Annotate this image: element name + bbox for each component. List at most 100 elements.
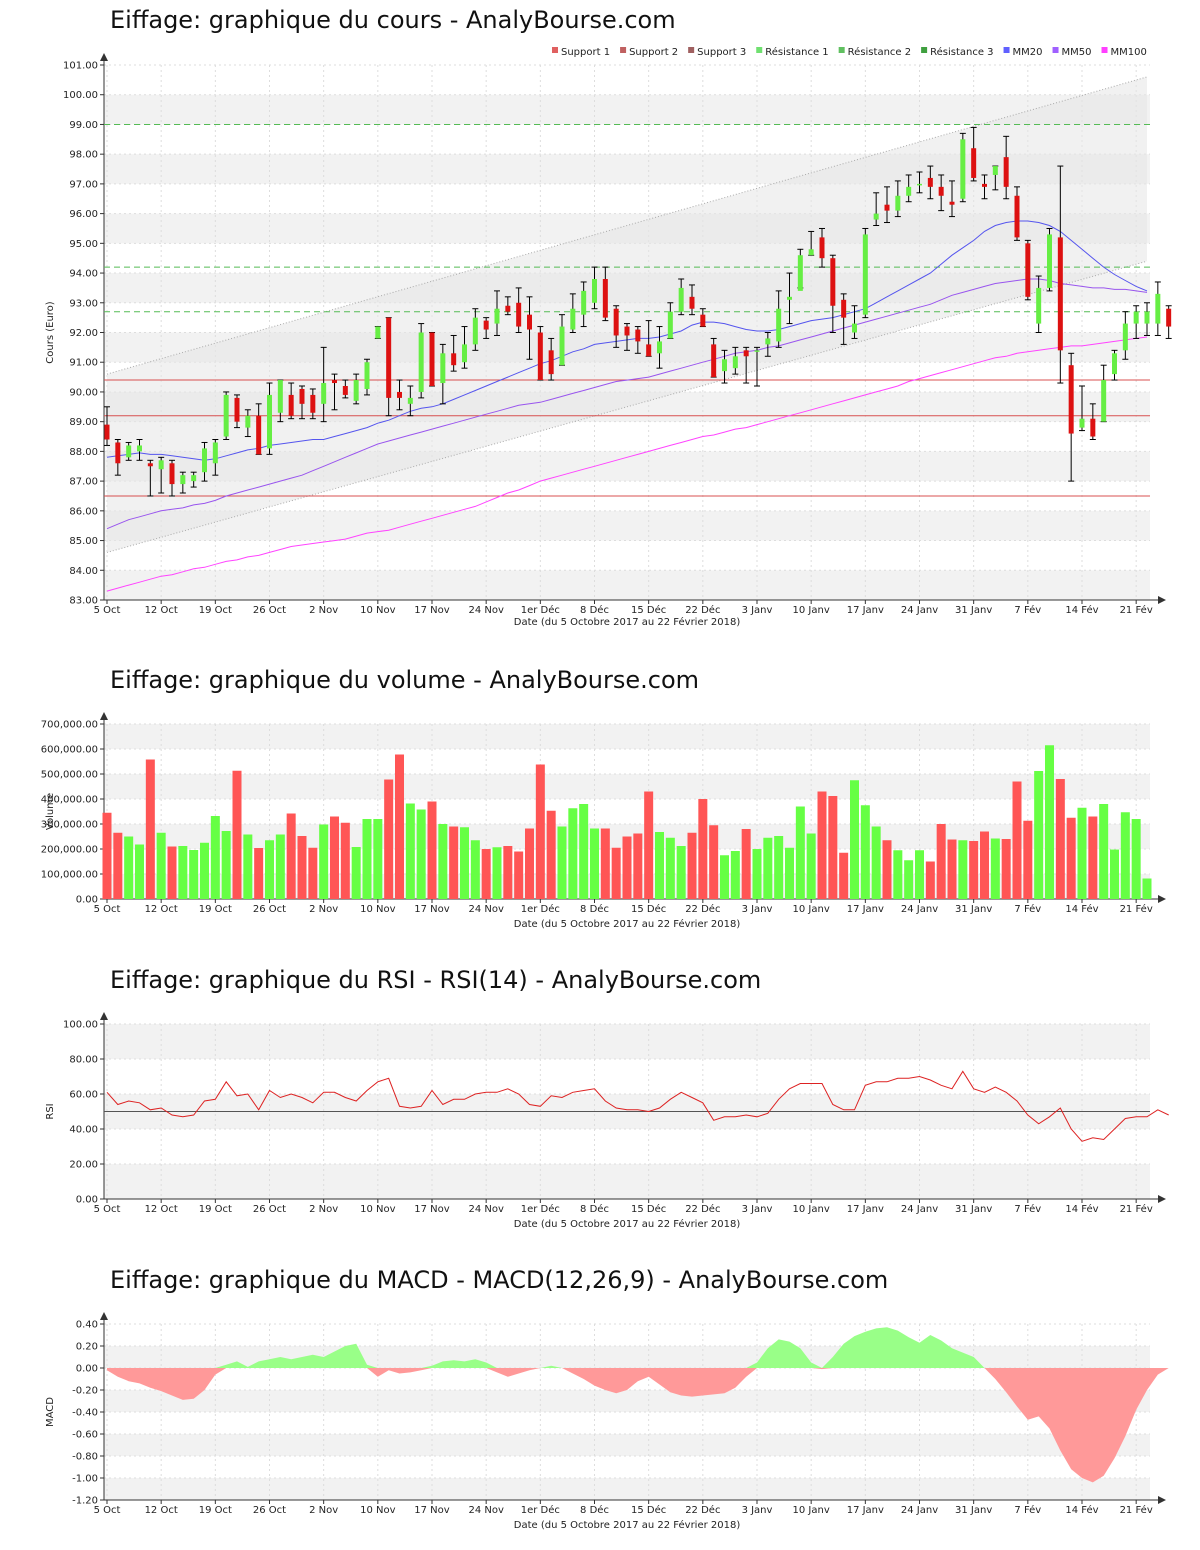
rsi-panel: Eiffage: graphique du RSI - RSI(14) - An… [0,960,1200,1240]
candle [569,293,576,333]
volume-bar [828,796,838,899]
volume-bar [514,851,524,899]
candle [136,439,143,461]
x-tick-label: 10 Nov [360,904,396,915]
y-tick-label: 89.00 [69,417,98,428]
candle-body [982,183,987,187]
candle-body [505,305,511,312]
x-tick-label: 19 Oct [199,605,232,616]
volume-bar [286,813,296,899]
volume-chart-title: Eiffage: graphique du volume - AnalyBour… [110,666,700,694]
candle [418,323,425,399]
candle [656,326,663,369]
volume-bar [904,860,914,899]
candle [764,332,771,357]
volume-bar [200,842,209,899]
candle [1057,165,1064,384]
candle-body [808,249,814,256]
volume-bar [384,779,394,899]
x-tick-label: 2 Nov [309,1505,338,1516]
candle [353,373,360,405]
candle-body [1057,237,1063,351]
volume-bar [330,816,339,899]
x-tick-label: 17 Nov [414,605,450,616]
volume-bar [665,837,675,899]
candle [1122,311,1129,360]
candle-body [1014,195,1020,238]
candle-body [147,463,153,467]
volume-bar [373,819,383,899]
x-tick-label: 14 Fév [1065,604,1098,616]
candle-body [559,326,565,366]
x-tick-label: 17 Nov [414,904,450,915]
volume-bar [1131,819,1141,899]
volume-bar [178,846,188,899]
candle [873,192,880,226]
x-tick-label: 5 Oct [94,904,121,915]
volume-bar [936,824,946,899]
candle [125,441,132,461]
candle-body [1166,308,1172,327]
rsi-line [106,1070,1169,1142]
volume-bar [405,803,415,899]
candle-body [180,475,186,485]
y-tick-label: 600,000.00 [41,745,98,756]
candle [1100,364,1107,423]
legend-item: Support 2 [620,47,678,58]
candle-body [332,380,337,384]
candle [775,290,782,348]
y-tick-label: 84.00 [69,566,98,577]
volume-bar [785,847,794,899]
volume-bar [698,799,708,899]
price-panel: Eiffage: graphique du cours - AnalyBours… [0,0,1200,640]
candle [515,287,522,333]
volume-bar [1055,779,1065,899]
x-tick-label: 10 Janv [793,605,830,616]
x-tick-label: 7 Fév [1014,1203,1041,1215]
volume-bar [947,839,957,899]
legend-label: MM50 [1062,47,1092,58]
macd-chart-title: Eiffage: graphique du MACD - MACD(12,26,… [110,1266,889,1294]
x-tick-label: 1er Déc [521,1504,560,1516]
candle [309,388,316,420]
candle-body [743,350,749,357]
candle [819,227,825,268]
candle [104,406,110,446]
legend-label: Support 3 [697,47,746,58]
y-tick-label: -0.20 [72,1386,98,1397]
candle-body [570,308,576,330]
candle [1068,352,1075,482]
x-tick-label: 24 Nov [468,1505,504,1516]
volume-bar [622,836,632,899]
y-tick-label: 87.00 [69,477,98,488]
candle [1154,281,1161,336]
candle-body [938,186,944,196]
candle [613,305,620,348]
legend-swatch [1101,47,1108,53]
x-tick-label: 22 Déc [685,903,720,915]
y-tick-label: 93.00 [69,298,98,309]
candle-body [407,397,413,404]
candle [710,337,717,378]
x-tick-label: 26 Oct [253,605,286,616]
volume-bar [156,832,166,899]
volume-bar [1088,816,1098,899]
candle-body [700,314,706,327]
x-axis-arrow [1158,596,1166,604]
legend-label: Résistance 1 [765,46,828,58]
macd-negative-area [107,1368,1169,1483]
legend-swatch [620,47,627,53]
volume-bar [687,832,697,899]
legend-swatch [688,47,695,53]
candle [255,403,262,455]
candle-body [678,287,684,312]
candle [699,308,706,328]
x-tick-label: 24 Nov [468,904,504,915]
volume-bar [925,861,935,899]
volume-bar [221,831,231,899]
candle-body [1112,353,1117,375]
candle-body [722,359,727,372]
rsi-chart-title: Eiffage: graphique du RSI - RSI(14) - An… [110,966,762,994]
candle-body [852,323,857,333]
volume-chart: 0.00 100,000.00 200,000.00 300,000.00 400,00… [41,712,1166,930]
